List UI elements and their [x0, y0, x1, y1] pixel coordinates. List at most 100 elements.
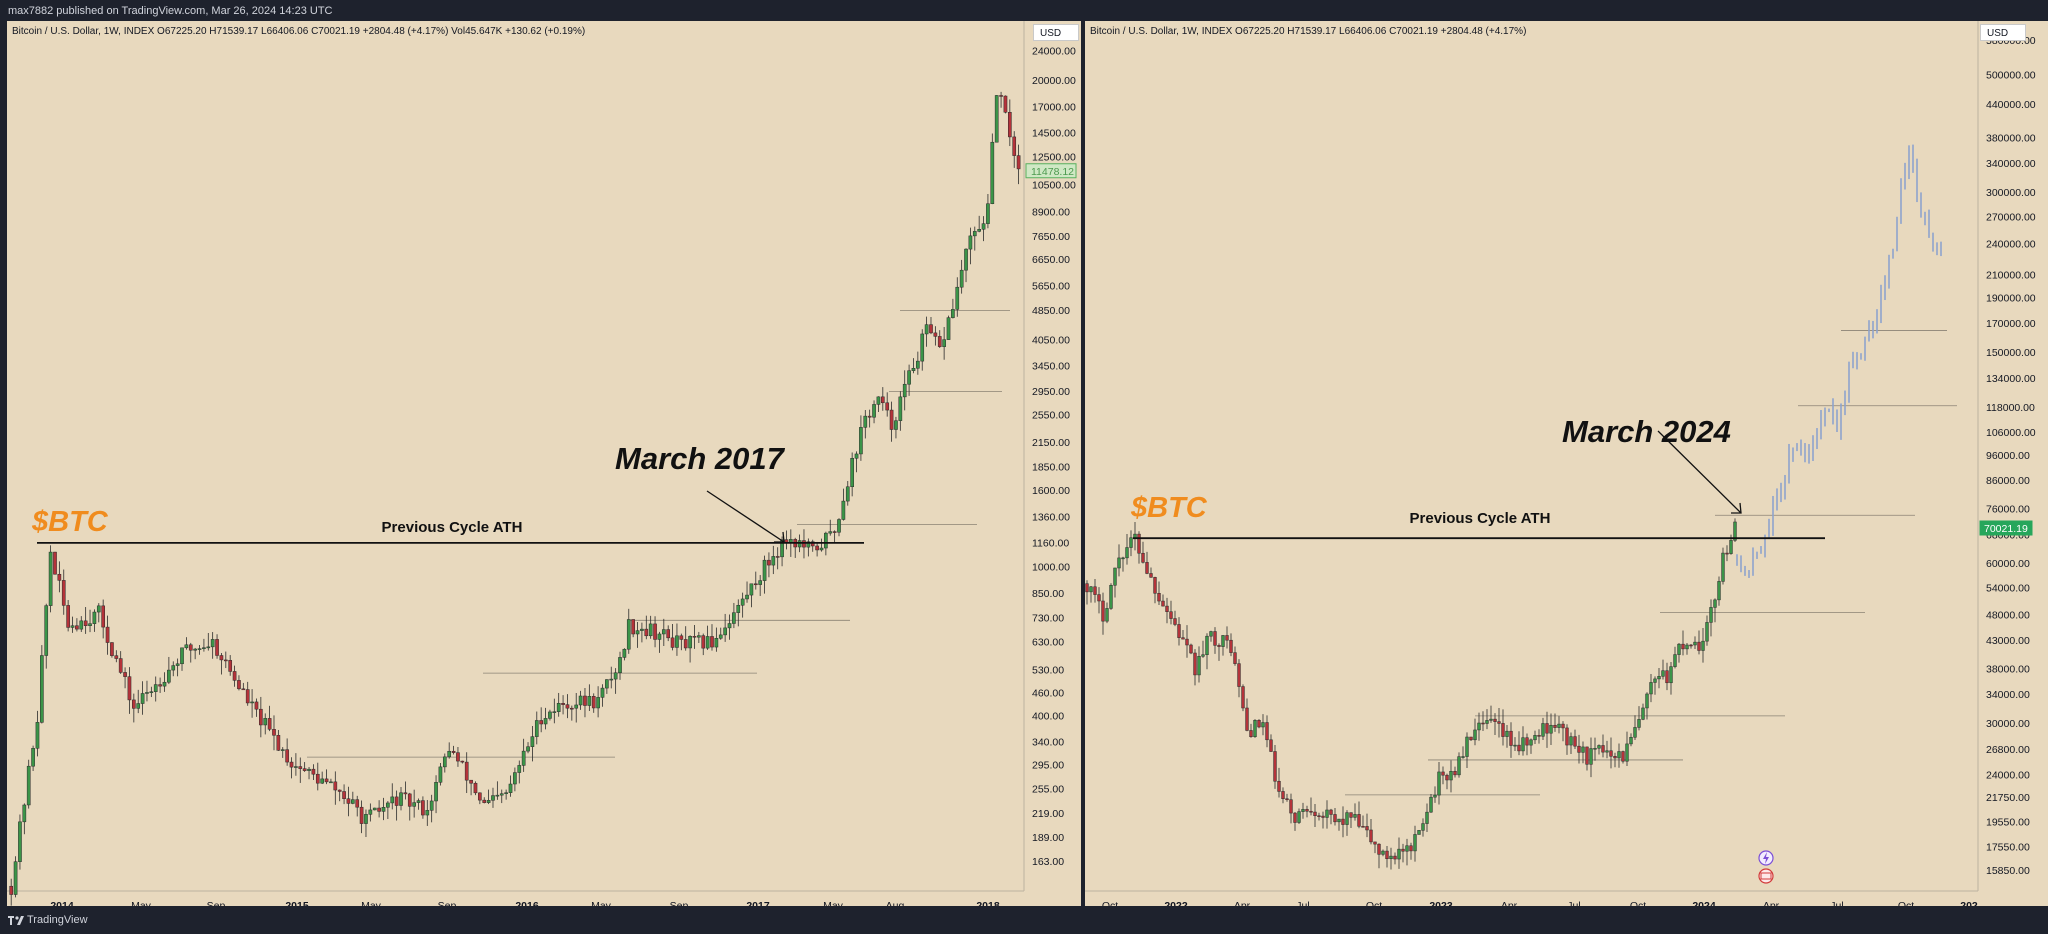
candle-body — [26, 765, 31, 806]
candle-body — [324, 778, 329, 783]
x-tick-label: Aug — [886, 900, 905, 906]
candle-body — [986, 203, 990, 224]
candle-body — [889, 409, 894, 430]
y-tick-label: 5650.00 — [1032, 280, 1070, 292]
candle-body — [640, 628, 644, 631]
candle-body — [697, 635, 701, 638]
candle-body — [61, 580, 66, 606]
candle-body — [513, 772, 517, 785]
candle-body — [1397, 848, 1401, 860]
candle-body — [464, 761, 469, 781]
candle-body — [1129, 537, 1133, 548]
candle-body — [456, 752, 460, 762]
candle-body — [1265, 722, 1269, 741]
candle-body — [1161, 600, 1165, 607]
candle-body — [1008, 112, 1012, 138]
x-tick-label: May — [591, 900, 612, 906]
candle-body — [587, 696, 592, 706]
candle-body — [495, 794, 500, 797]
candle-body — [1549, 724, 1553, 734]
candle-body — [127, 676, 132, 701]
candle-body — [1521, 737, 1525, 752]
right-chart-header: Bitcoin / U.S. Dollar, 1W, INDEX O67225.… — [1090, 26, 1527, 37]
candle-body — [101, 605, 105, 628]
candle-body — [1345, 812, 1349, 825]
y-tick-label: 189.00 — [1032, 832, 1064, 844]
candle-body — [789, 539, 793, 543]
candle-body — [1233, 652, 1237, 664]
candle-body — [946, 317, 951, 340]
candle-body — [1553, 724, 1557, 728]
candle-body — [880, 396, 885, 404]
candle-body — [254, 701, 259, 710]
candle-body — [149, 691, 154, 693]
candle-body — [1713, 599, 1717, 608]
candle-body — [1401, 848, 1405, 852]
candle-body — [898, 396, 903, 421]
candle-body — [40, 655, 44, 723]
candle-body — [1377, 843, 1381, 855]
candle-body — [1369, 829, 1373, 843]
candle-body — [57, 573, 62, 581]
candle-body — [810, 541, 815, 547]
candle-body — [596, 697, 600, 709]
candle-body — [118, 658, 123, 673]
y-tick-label: 24000.00 — [1986, 769, 2030, 781]
candle-body — [1605, 750, 1609, 753]
candle-body — [740, 598, 745, 606]
candle-body — [1373, 841, 1377, 845]
right-currency-button[interactable]: USD — [1980, 24, 2026, 41]
candle-body — [1121, 557, 1125, 560]
candle-body — [48, 551, 53, 606]
candle-body — [18, 821, 22, 862]
y-tick-label: 1160.00 — [1032, 537, 1069, 549]
annotation-arrow — [706, 490, 785, 543]
candle-body — [1729, 540, 1733, 554]
candle-body — [1725, 552, 1729, 555]
candle-body — [1165, 605, 1169, 612]
candle-body — [1125, 547, 1129, 559]
candle-body — [1445, 774, 1449, 781]
y-tick-label: 86000.00 — [1986, 475, 2030, 487]
candle-body — [1381, 850, 1385, 855]
candle-body — [570, 707, 574, 710]
candle-body — [132, 699, 136, 709]
candle-body — [416, 800, 421, 803]
candle-body — [661, 629, 666, 635]
candle-body — [775, 556, 780, 558]
candle-body — [342, 791, 346, 799]
candle-body — [867, 415, 872, 418]
left-currency-button[interactable]: USD — [1033, 24, 1079, 41]
candle-body — [1189, 644, 1193, 654]
candle-body — [894, 420, 898, 430]
x-tick-label: May — [361, 900, 382, 906]
candle-body — [745, 594, 749, 600]
candle-body — [1589, 748, 1593, 765]
y-tick-label: 21750.00 — [1986, 792, 2030, 804]
candle-body — [1465, 736, 1469, 757]
candle-body — [832, 531, 837, 533]
candle-body — [276, 735, 281, 751]
candle-body — [876, 396, 881, 405]
left-chart-panel[interactable]: 24000.00 20000.00 17000.00 14500.00 12500.00… — [7, 21, 1081, 906]
left-chart-svg[interactable]: 24000.00 20000.00 17000.00 14500.00 12500.00… — [7, 21, 1081, 906]
candle-body — [705, 636, 710, 649]
candle-body — [110, 642, 114, 656]
right-chart-panel[interactable]: 580000.00 500000.00 440000.00 380000.00 3400… — [1085, 21, 2048, 906]
candle-body — [688, 636, 692, 649]
footer-bar: TradingView — [0, 906, 2048, 934]
candle-body — [543, 718, 548, 725]
y-tick-label: 12500.00 — [1032, 151, 1076, 163]
candle-body — [245, 689, 250, 704]
candle-body — [1453, 771, 1457, 776]
candle-body — [1625, 743, 1629, 762]
candle-body — [202, 647, 206, 649]
candle-body — [451, 750, 456, 753]
candle-body — [35, 722, 40, 749]
candle-body — [442, 756, 447, 768]
right-chart-svg[interactable]: 580000.00500000.00440000.00380000.003400… — [1085, 21, 2048, 906]
y-tick-label: 163.00 — [1032, 856, 1064, 868]
candle-body — [399, 792, 403, 806]
candle-body — [1585, 746, 1589, 765]
y-tick-label: 76000.00 — [1986, 504, 2030, 516]
